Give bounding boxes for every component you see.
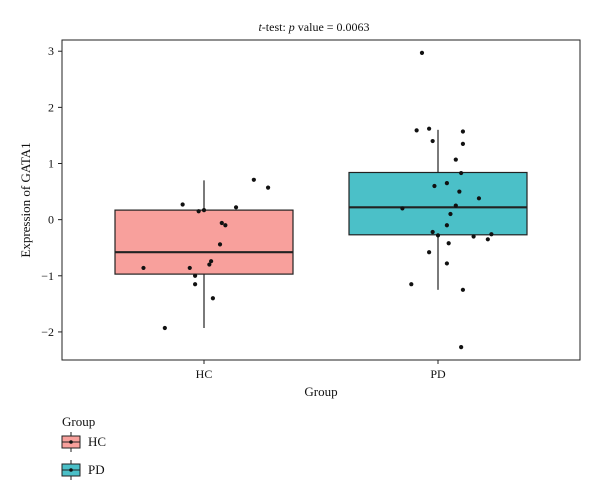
data-point bbox=[193, 273, 198, 278]
data-point bbox=[201, 208, 207, 213]
data-point bbox=[446, 241, 451, 246]
data-point bbox=[435, 233, 441, 238]
legend-item-pd: PD bbox=[61, 460, 105, 480]
data-point bbox=[453, 203, 458, 208]
group-pd bbox=[348, 50, 528, 350]
data-point bbox=[207, 262, 212, 267]
legend-item-hc: HC bbox=[61, 432, 106, 452]
data-point bbox=[223, 223, 228, 228]
y-tick-label: 3 bbox=[48, 44, 54, 58]
data-point bbox=[409, 282, 414, 287]
data-point bbox=[180, 202, 185, 207]
group-hc bbox=[114, 177, 294, 331]
y-tick-label: −1 bbox=[41, 269, 54, 283]
data-point bbox=[485, 237, 490, 242]
data-point bbox=[471, 234, 476, 239]
data-point bbox=[448, 211, 453, 217]
chart-title: t-test: p value = 0.0063 bbox=[258, 20, 369, 34]
data-point bbox=[430, 138, 435, 144]
box-hc bbox=[114, 209, 294, 275]
data-point bbox=[460, 287, 466, 292]
data-point bbox=[427, 126, 432, 131]
groups-layer bbox=[114, 50, 528, 350]
data-point bbox=[187, 265, 192, 271]
data-point bbox=[444, 261, 449, 266]
data-point bbox=[459, 344, 464, 350]
legend-key-point bbox=[69, 440, 73, 444]
y-tick-label: 1 bbox=[48, 157, 54, 171]
data-point bbox=[459, 170, 464, 176]
data-point bbox=[217, 242, 223, 247]
title-value-text: value = 0.0063 bbox=[295, 20, 370, 34]
data-point bbox=[209, 259, 214, 264]
data-point bbox=[489, 232, 494, 237]
x-tick-label-pd: PD bbox=[430, 367, 446, 381]
title-t-italic: t bbox=[258, 20, 262, 34]
data-point bbox=[251, 177, 256, 182]
y-tick-label: 0 bbox=[48, 213, 54, 227]
data-point bbox=[444, 181, 449, 186]
legend-entries: HC PD bbox=[61, 432, 106, 480]
title-p-italic: p bbox=[288, 20, 295, 34]
box-pd bbox=[348, 171, 528, 236]
data-point bbox=[427, 250, 432, 255]
data-point bbox=[460, 129, 466, 134]
data-point bbox=[453, 157, 458, 162]
legend-label-hc: HC bbox=[88, 434, 106, 449]
legend-key-point bbox=[69, 468, 73, 472]
y-axis-label: Expression of GATA1 bbox=[18, 142, 33, 257]
y-axis: −2 −1 0 1 2 3 bbox=[41, 44, 62, 339]
data-point bbox=[476, 196, 482, 201]
title-test-text: -test: bbox=[262, 20, 289, 34]
legend: Group HC PD bbox=[61, 414, 106, 480]
data-point bbox=[210, 296, 215, 301]
data-point bbox=[460, 141, 466, 146]
data-point bbox=[141, 265, 146, 271]
data-point bbox=[265, 185, 271, 190]
data-point bbox=[430, 229, 435, 235]
data-point bbox=[444, 223, 449, 228]
x-axis: HC PD bbox=[196, 360, 446, 381]
legend-title: Group bbox=[62, 414, 95, 429]
data-point bbox=[162, 325, 167, 331]
data-point bbox=[193, 282, 198, 287]
y-tick-label: −2 bbox=[41, 325, 54, 339]
x-axis-label: Group bbox=[304, 384, 337, 399]
data-point bbox=[414, 128, 419, 133]
data-point bbox=[196, 209, 201, 214]
data-point bbox=[233, 205, 239, 210]
data-point bbox=[400, 206, 405, 211]
data-point bbox=[419, 50, 425, 56]
data-point bbox=[457, 189, 462, 194]
x-tick-label-hc: HC bbox=[196, 367, 213, 381]
data-point bbox=[432, 183, 437, 189]
plot-panel bbox=[61, 39, 581, 361]
y-tick-label: 2 bbox=[48, 100, 54, 114]
data-point bbox=[219, 220, 224, 226]
legend-label-pd: PD bbox=[88, 462, 105, 477]
